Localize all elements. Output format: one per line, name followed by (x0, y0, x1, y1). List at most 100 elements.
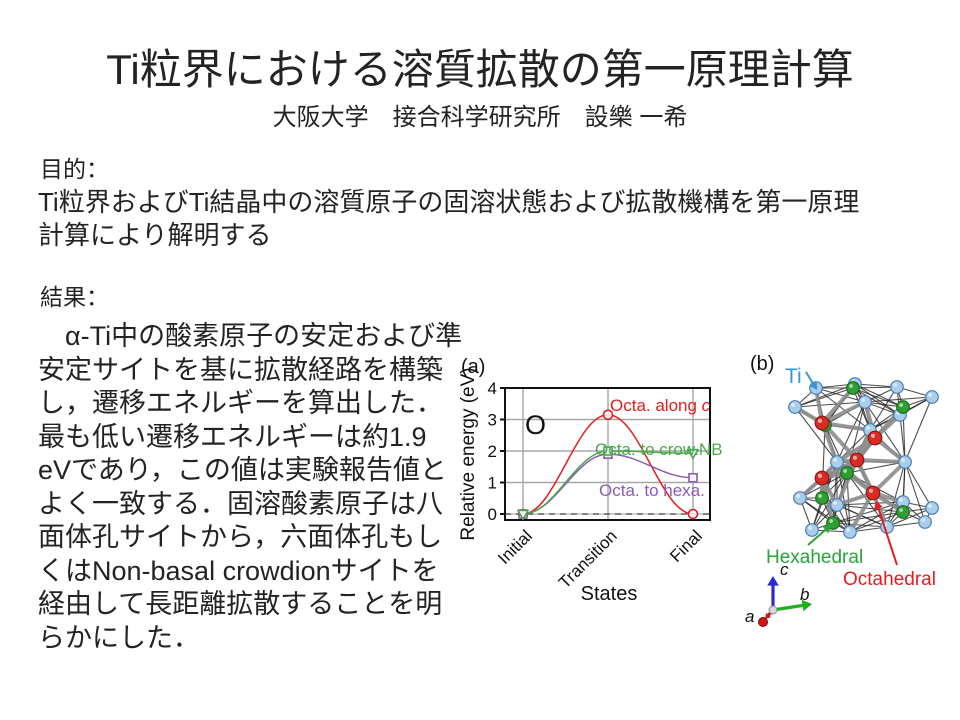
thick-bond (823, 423, 859, 462)
lattice-edge (832, 522, 888, 528)
lattice-edge (832, 511, 904, 524)
thick-bond (848, 491, 875, 534)
lattice-edge (904, 396, 933, 463)
results-heading: 結果： (40, 284, 109, 310)
octahedral-site-atom-highlight (868, 488, 873, 493)
x-tick-label: Final (666, 526, 705, 565)
ti-atom (793, 491, 807, 505)
panel-label-b: (b) (750, 353, 774, 375)
marker-circle (602, 409, 614, 421)
x-tick-label: Initial (494, 526, 535, 567)
ti-atom-highlight (866, 426, 870, 430)
marker-triangle-down (686, 448, 700, 460)
axis-b-arrow (772, 603, 804, 612)
ti-atom-highlight (833, 458, 837, 462)
hexahedral-site-atom-highlight (818, 494, 822, 498)
octahedral-site-atom-highlight (817, 473, 822, 478)
lattice-edge (794, 401, 866, 408)
hexahedral-site-atom-highlight (899, 508, 903, 512)
marker-triangle-down (516, 509, 530, 521)
lattice-edge (904, 461, 933, 509)
marker-square (603, 446, 613, 456)
marker-square (688, 472, 698, 483)
ti-atom-highlight (899, 498, 903, 502)
y-axis-title: Relative energy (eV) (458, 367, 479, 540)
series-label-2: Octa. to hexa. (599, 481, 705, 500)
purpose-body: Ti粒界およびTi結晶中の溶質原子の固溶状態および拡散機構を第一原理 計算により… (38, 187, 860, 250)
lattice-edge (794, 406, 838, 463)
panel-label-a: (a) (461, 356, 485, 378)
ti-atom-highlight (796, 494, 800, 498)
ti-atom-highlight (921, 518, 925, 522)
thick-bond (820, 400, 867, 425)
ti-atom (925, 501, 939, 515)
marker-circle (687, 508, 699, 520)
lattice-edge (799, 497, 834, 524)
ti-arrow (805, 371, 815, 385)
ti-atom-highlight (846, 528, 850, 532)
axis-b-label: b (800, 585, 809, 604)
axis-a-label: a (745, 607, 754, 626)
octahedral-site-atom (865, 485, 881, 501)
solute-annotation: O (525, 410, 546, 440)
lattice-edge (852, 387, 871, 431)
x-axis-title: States (581, 583, 638, 605)
y-tick-label: 1 (488, 474, 497, 493)
ti-label: Ti (785, 365, 802, 388)
lattice-edge (854, 383, 898, 388)
ti-atom (830, 498, 844, 512)
lattice-edge (864, 401, 906, 463)
lattice-edge (836, 401, 866, 463)
hexahedral-site-atom-highlight (843, 469, 847, 473)
octahedral-site-atom (849, 452, 865, 468)
hexahedral-site-atom-highlight (849, 384, 853, 388)
ti-atom-highlight (928, 504, 932, 508)
lattice-edge (836, 504, 904, 513)
ti-atom (788, 400, 802, 414)
plot-frame (504, 387, 711, 521)
slide-title: Ti粒界における溶質拡散の第一原理計算 (106, 46, 854, 93)
ti-atom-highlight (901, 458, 905, 462)
hexahedral-arrow-head (822, 525, 831, 534)
ti-atom-highlight (893, 383, 897, 387)
series-label-0: Octa. along c (610, 396, 711, 415)
hexahedral-site-atom (815, 491, 829, 505)
octahedral-site-atom-highlight (852, 455, 857, 460)
lattice-edge (854, 383, 901, 416)
hexahedral-label: Hexahedral (766, 547, 863, 568)
hexahedral-site-atom (896, 505, 910, 519)
ti-atom-highlight (928, 393, 932, 397)
axis-a-sphere (758, 617, 768, 627)
thick-bond (855, 458, 907, 464)
octahedral-arrow-head (874, 501, 883, 510)
ti-atom (918, 515, 932, 529)
axes-origin-sphere (768, 605, 778, 615)
ti-atom-highlight (808, 526, 812, 530)
results-body: α-Ti中の酸素原子の安定および準 安定サイトを基に拡散経路を構築 し，遷移エネ… (38, 321, 463, 653)
hexahedral-site-atom-highlight (899, 403, 903, 407)
octahedral-site-atom (814, 415, 830, 431)
lattice-edge (794, 387, 854, 408)
axis-a-arrow-head (765, 612, 771, 619)
thick-bond (871, 460, 907, 495)
lattice-edge (886, 461, 906, 528)
ti-atom-highlight (861, 398, 865, 402)
ti-atom (925, 390, 939, 404)
octahedral-site-atom-highlight (870, 433, 875, 438)
lattice-edge (815, 387, 871, 431)
thick-bond (820, 386, 855, 425)
purpose-heading: 目的： (40, 156, 109, 182)
lattice-edge (886, 507, 933, 528)
ti-atom-highlight (833, 501, 837, 505)
axis-c-label: c (780, 560, 789, 579)
axis-c-arrow-head (767, 576, 779, 586)
octahedral-label: Octahedral (843, 569, 936, 590)
hexahedral-site-atom (896, 400, 910, 414)
octahedral-arrow (877, 507, 898, 566)
y-tick-label: 2 (488, 442, 497, 461)
hexahedral-site-atom-highlight (829, 519, 833, 523)
